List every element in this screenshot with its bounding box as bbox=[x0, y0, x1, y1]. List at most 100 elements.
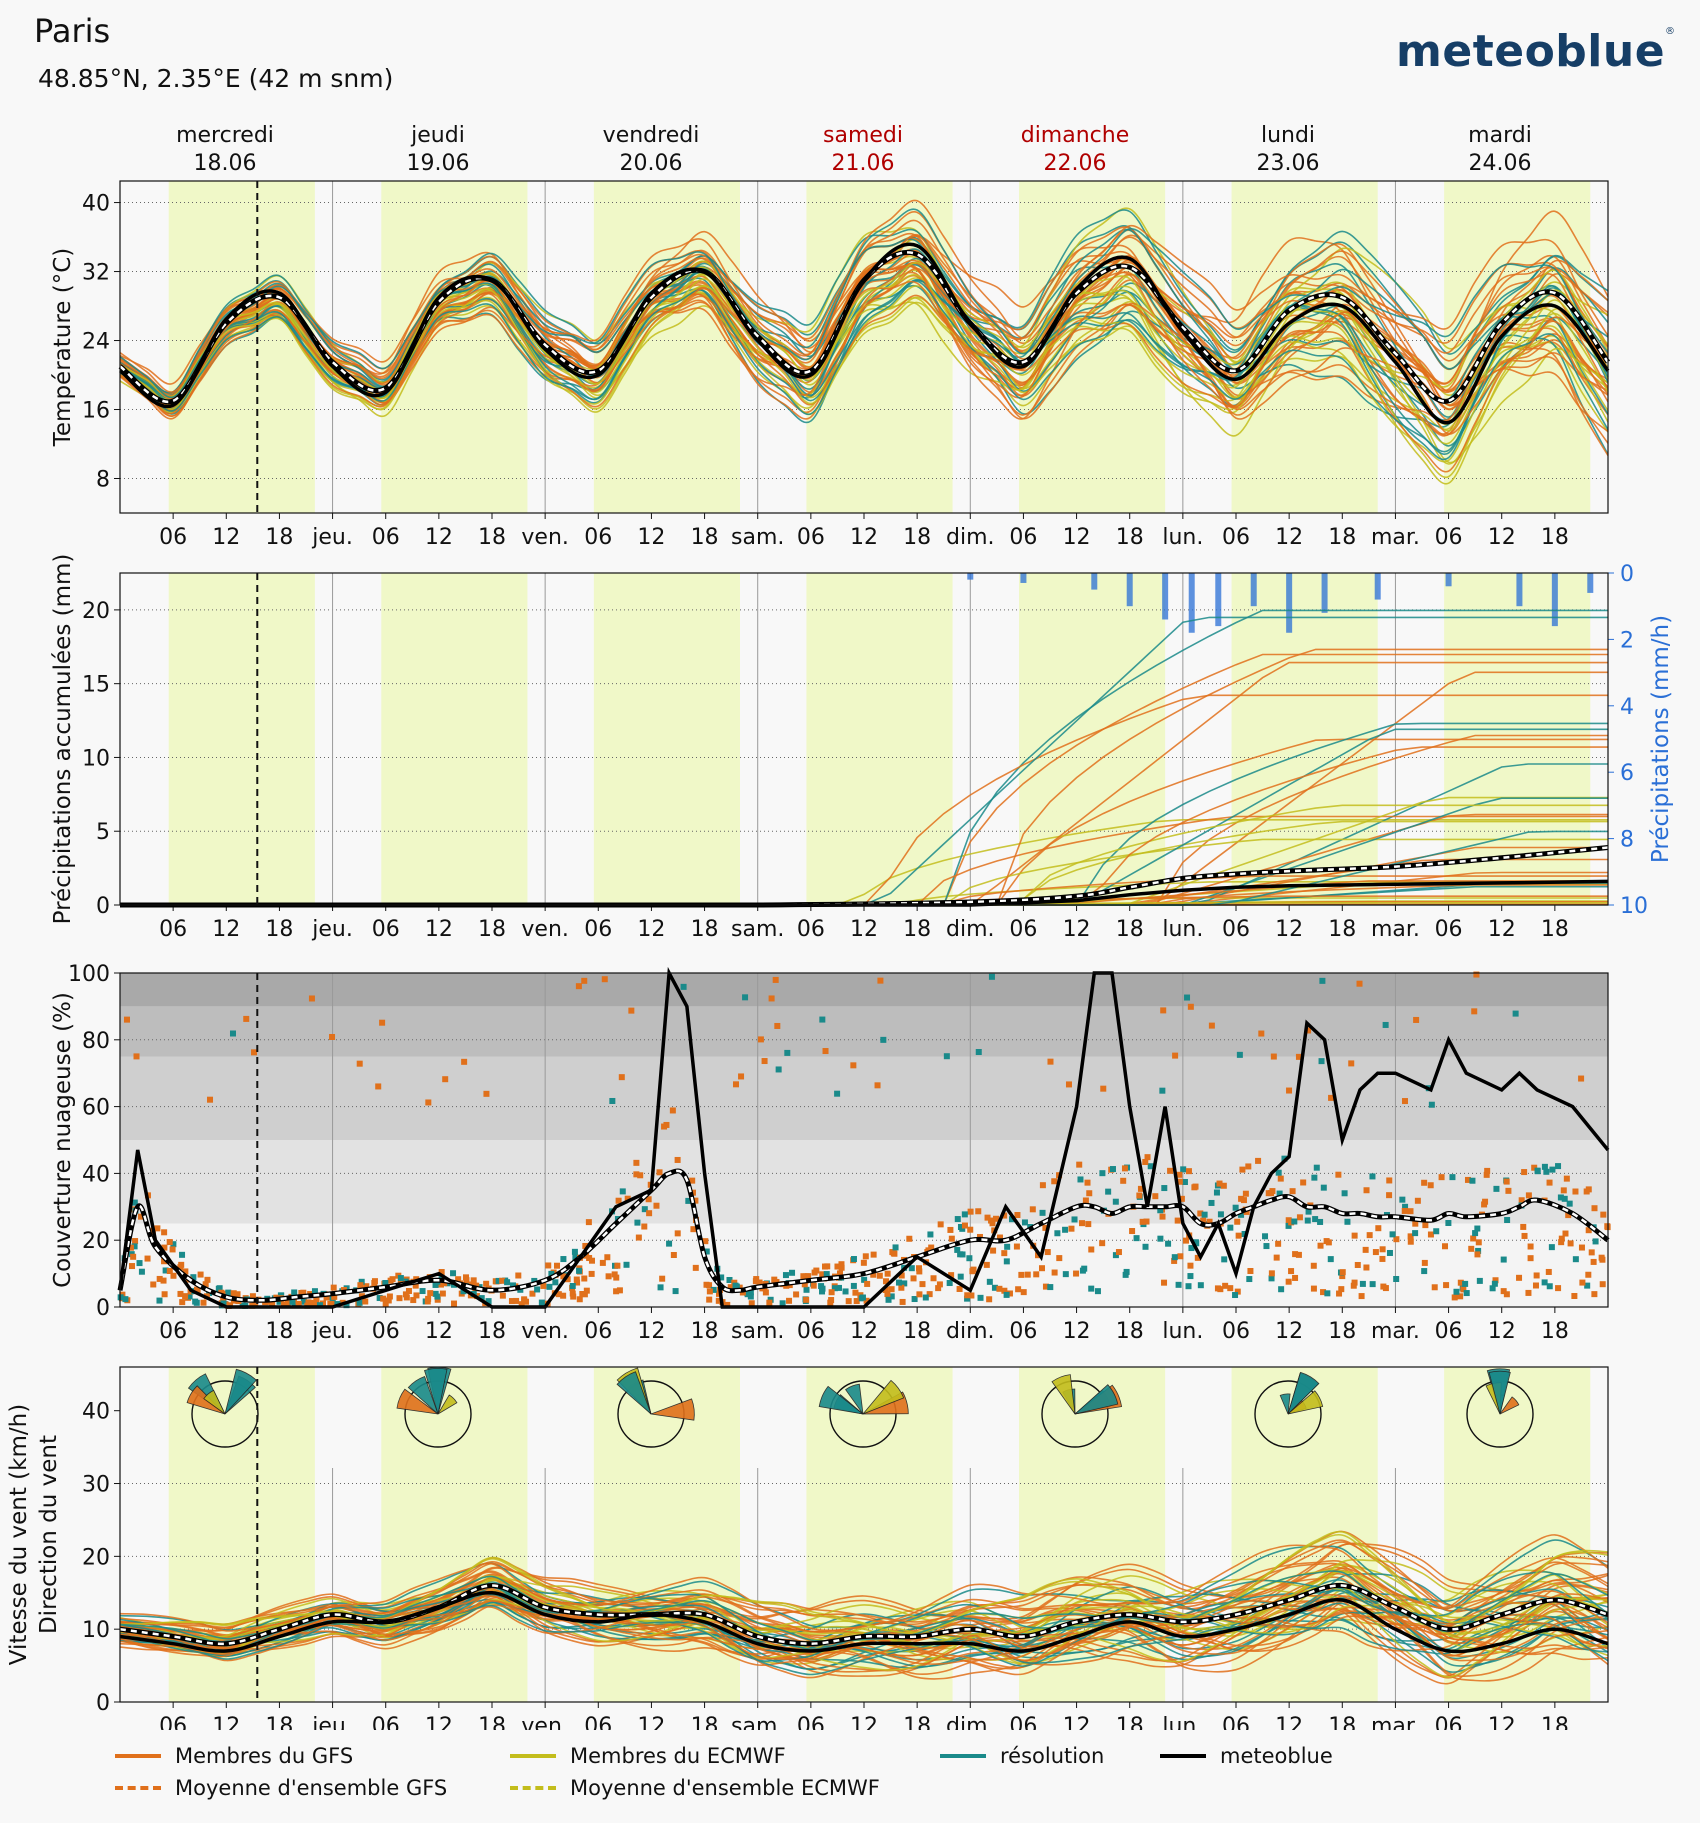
cloud-point-219 bbox=[1504, 1216, 1511, 1223]
precip-bar-0 bbox=[967, 573, 974, 580]
cloud-point-450 bbox=[828, 1297, 835, 1304]
cloud-point-797 bbox=[127, 1244, 134, 1251]
cloud-point-772 bbox=[1462, 1280, 1469, 1287]
xtick-label-temperature-0: 06 bbox=[159, 525, 187, 550]
cloud-point-582 bbox=[1389, 1231, 1396, 1238]
xtick-label-wind-21: 12 bbox=[1275, 1714, 1303, 1730]
member-temperature-42 bbox=[119, 284, 1609, 485]
cloud-point-777 bbox=[1227, 1285, 1234, 1292]
cloud-point-352 bbox=[784, 1049, 791, 1056]
cloud-point-80 bbox=[197, 1271, 204, 1278]
cloud-point-130 bbox=[434, 1296, 441, 1303]
cloud-point-676 bbox=[375, 1083, 382, 1090]
cloud-point-461 bbox=[177, 1264, 184, 1271]
cloud-point-863 bbox=[504, 1279, 511, 1286]
meteoblue-logo: meteoblue® bbox=[1396, 26, 1676, 77]
cloud-point-626 bbox=[571, 1248, 578, 1255]
xtick-label-temperature-26: 18 bbox=[1541, 525, 1569, 550]
precip-bar-14 bbox=[1587, 573, 1594, 593]
cloud-point-37 bbox=[396, 1295, 403, 1302]
legend-ecmwf-mean: Moyenne d'ensemble ECMWF bbox=[510, 1776, 880, 1800]
cloud-point-602 bbox=[1413, 1016, 1420, 1023]
cloud-point-540 bbox=[439, 1290, 446, 1297]
cloud-point-833 bbox=[633, 1171, 640, 1178]
cloud-point-669 bbox=[692, 1197, 699, 1204]
xtick-label-temperature-5: 12 bbox=[425, 525, 453, 550]
cloud-point-211 bbox=[412, 1282, 419, 1289]
cloud-point-685 bbox=[1001, 1250, 1008, 1257]
ytick-label-cloud_cover-2: 40 bbox=[82, 1162, 110, 1187]
cloud-point-56 bbox=[323, 1294, 330, 1301]
day-date-1: 19.06 bbox=[407, 151, 470, 176]
cloud-point-623 bbox=[249, 1293, 256, 1300]
xtick-label-precipitation-2: 18 bbox=[265, 917, 293, 942]
cloud-point-754 bbox=[1122, 1271, 1129, 1278]
cloud-point-815 bbox=[193, 1299, 200, 1306]
cloud-point-775 bbox=[1453, 1288, 1460, 1295]
cloud-point-276 bbox=[1039, 1182, 1046, 1189]
ytick-label-temperature-2: 24 bbox=[82, 330, 110, 355]
legend-gfs-members-swatch bbox=[115, 1754, 161, 1758]
cloud-point-439 bbox=[1562, 1230, 1569, 1237]
day-name-4: dimanche bbox=[1021, 123, 1130, 148]
cloud-point-51 bbox=[910, 1275, 917, 1282]
day-date-2: 20.06 bbox=[620, 151, 683, 176]
cloud-point-748 bbox=[706, 1288, 713, 1295]
cloud-point-545 bbox=[1516, 1274, 1523, 1281]
cloud-point-320 bbox=[424, 1298, 431, 1305]
cloud-point-515 bbox=[529, 1290, 536, 1297]
cloud-point-555 bbox=[1220, 1182, 1227, 1189]
day-name-2: vendredi bbox=[603, 123, 700, 148]
series-wind-mean bbox=[119, 1584, 1609, 1646]
cloud-point-757 bbox=[1174, 1217, 1181, 1224]
xtick-label-temperature-8: 06 bbox=[584, 525, 612, 550]
cloud-point-734 bbox=[692, 1264, 699, 1271]
series-wind-meteoblue bbox=[119, 1591, 1609, 1654]
cloud-point-707 bbox=[1305, 1208, 1312, 1215]
panel-precipitation bbox=[114, 573, 1608, 911]
cloud-point-840 bbox=[1493, 1185, 1500, 1192]
cloud-point-420 bbox=[371, 1278, 378, 1285]
xtick-label-wind-17: 12 bbox=[1063, 1714, 1091, 1730]
cloud-point-651 bbox=[919, 1281, 926, 1288]
cloud-point-804 bbox=[331, 1293, 338, 1300]
cloud-point-686 bbox=[1382, 1021, 1389, 1028]
cloud-point-468 bbox=[1038, 1265, 1045, 1272]
cloud-point-57 bbox=[911, 1296, 918, 1303]
cloud-point-348 bbox=[1402, 1203, 1409, 1210]
xtick-label-temperature-23: mar. bbox=[1371, 525, 1420, 550]
ylabel2-wind: Direction du vent bbox=[36, 1435, 62, 1634]
precip-bar-4 bbox=[1162, 573, 1169, 620]
day-name-3: samedi bbox=[823, 123, 903, 148]
cloud-point-502 bbox=[136, 1260, 143, 1267]
panel-cloud_cover bbox=[114, 972, 1608, 1313]
cloud-point-744 bbox=[779, 1300, 786, 1307]
cloud-point-253 bbox=[1239, 1166, 1246, 1173]
xtick-label-wind-19: lun. bbox=[1162, 1714, 1203, 1730]
cloud-point-794 bbox=[1541, 1163, 1548, 1170]
cloud-point-600 bbox=[154, 1225, 161, 1232]
cloud-point-25 bbox=[1412, 1220, 1419, 1227]
cloud-point-85 bbox=[1443, 1282, 1450, 1289]
cloud-point-272 bbox=[1265, 1190, 1272, 1197]
xtick-label-temperature-17: 12 bbox=[1063, 525, 1091, 550]
xtick-label-precipitation-10: 18 bbox=[691, 917, 719, 942]
cloud-point-300 bbox=[1366, 1232, 1373, 1239]
cloud-point-290 bbox=[715, 1297, 722, 1304]
xtick-label-cloud_cover-11: sam. bbox=[731, 1319, 784, 1344]
cloud-point-5 bbox=[1300, 1179, 1307, 1186]
ytick-label-precipitation-1: 5 bbox=[96, 820, 110, 845]
cloud-point-386 bbox=[1470, 1235, 1477, 1242]
cloud-point-332 bbox=[996, 1285, 1003, 1292]
cloud-point-213 bbox=[1585, 1227, 1592, 1234]
cloud-point-50 bbox=[1277, 1175, 1284, 1182]
cloud-point-8 bbox=[1557, 1194, 1564, 1201]
cloud-point-538 bbox=[666, 1240, 673, 1247]
cloud-point-854 bbox=[1222, 1282, 1229, 1289]
cloud-point-657 bbox=[1152, 1193, 1159, 1200]
cloud-point-443 bbox=[718, 1274, 725, 1281]
day-name-6: mardi bbox=[1468, 123, 1532, 148]
wind-rose-petal-6-4 bbox=[1488, 1370, 1511, 1415]
cloud-point-451 bbox=[646, 1210, 653, 1217]
cloud-point-307 bbox=[356, 1299, 363, 1306]
